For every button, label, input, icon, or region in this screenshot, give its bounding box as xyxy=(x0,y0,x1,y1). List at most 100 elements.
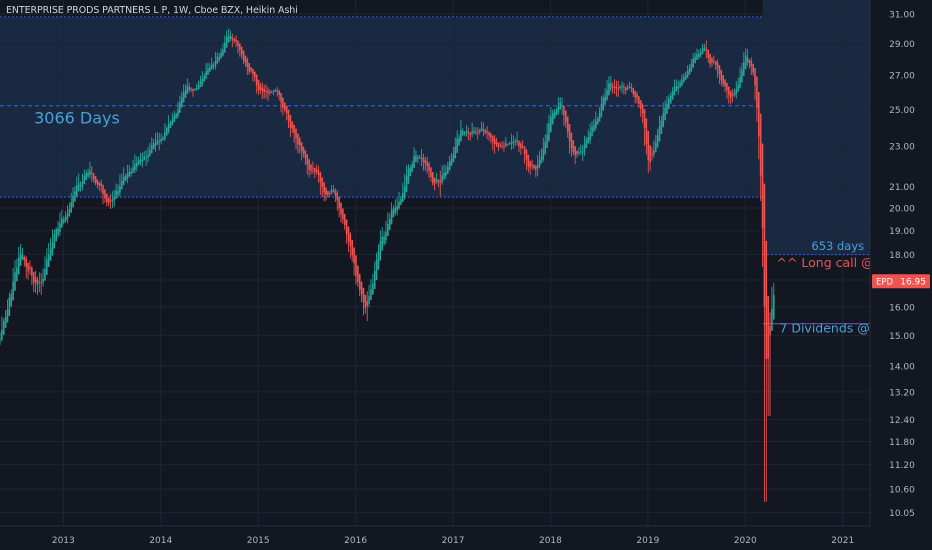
candle xyxy=(437,179,440,188)
candle xyxy=(467,127,470,141)
candle xyxy=(542,137,545,162)
candle xyxy=(203,73,206,82)
candle xyxy=(229,30,232,42)
candle xyxy=(313,167,316,178)
candle xyxy=(664,100,666,121)
candle-body xyxy=(278,90,280,95)
candle-body xyxy=(471,130,473,134)
candle-body xyxy=(679,82,681,88)
candle-body xyxy=(83,175,86,185)
candle xyxy=(510,133,513,150)
candle-body xyxy=(684,75,687,80)
candle-body xyxy=(358,273,361,290)
price-tick-label: 19.00 xyxy=(889,227,915,237)
candle xyxy=(246,57,249,76)
candle-body xyxy=(267,90,269,94)
candle xyxy=(488,131,490,141)
candle-body xyxy=(497,142,500,148)
candle-body xyxy=(319,172,322,183)
candle-body xyxy=(553,112,556,119)
candle-body xyxy=(373,271,376,289)
candle xyxy=(370,279,372,300)
candle xyxy=(598,107,601,122)
candle xyxy=(17,246,20,275)
candle-body xyxy=(375,259,378,280)
candle-body xyxy=(482,129,485,131)
candle-body xyxy=(96,179,99,185)
candle xyxy=(550,107,552,133)
candle xyxy=(606,80,608,101)
candle xyxy=(345,219,348,244)
candle xyxy=(293,124,295,143)
candle-body xyxy=(345,219,348,235)
candle xyxy=(551,109,554,125)
candle-body xyxy=(87,172,89,177)
price-tick-label: 10.60 xyxy=(889,486,915,496)
candle xyxy=(527,154,530,173)
candle xyxy=(302,146,305,158)
candle xyxy=(435,172,438,184)
candle xyxy=(686,65,689,79)
candle-body xyxy=(703,47,706,52)
candle-body xyxy=(132,167,134,173)
candle xyxy=(684,71,687,81)
candle-body xyxy=(398,201,400,209)
candle xyxy=(722,75,724,88)
chart-legend[interactable]: ENTERPRISE PRODS PARTNERS L P, 1W, Cboe … xyxy=(6,5,298,16)
candle-body xyxy=(4,316,7,328)
candle-body xyxy=(91,172,93,174)
candle-body xyxy=(180,97,183,108)
candle-body xyxy=(57,228,59,236)
candle-body xyxy=(104,189,106,198)
candle xyxy=(113,189,116,207)
candle xyxy=(250,67,252,73)
candle xyxy=(400,195,402,205)
candle xyxy=(411,160,413,172)
candle-body xyxy=(456,138,458,153)
candle-body xyxy=(767,295,769,359)
candle xyxy=(726,82,728,99)
candle xyxy=(698,49,700,60)
candle xyxy=(495,137,498,148)
candle-body xyxy=(643,109,646,129)
candle-body xyxy=(6,309,9,323)
candle-body xyxy=(417,158,419,160)
candle xyxy=(265,84,267,99)
candle xyxy=(139,152,142,166)
candle-body xyxy=(115,190,117,199)
candle-body xyxy=(184,90,187,98)
candle xyxy=(636,91,638,104)
candle-body xyxy=(512,141,515,144)
price-tick-label: 14.00 xyxy=(889,362,915,372)
candle xyxy=(634,90,636,104)
candle xyxy=(149,143,151,157)
candle-body xyxy=(415,154,417,163)
candle xyxy=(27,262,29,280)
candle xyxy=(231,33,234,48)
candle xyxy=(433,177,436,191)
candle-body xyxy=(72,195,74,208)
annotation-label: ^^ Long call @18 xyxy=(776,255,889,270)
candle xyxy=(409,164,412,177)
candle-body xyxy=(210,64,213,70)
candle xyxy=(383,231,385,247)
candle-body xyxy=(501,145,503,147)
candle xyxy=(102,184,104,205)
candle xyxy=(771,286,773,331)
candle xyxy=(252,68,254,82)
candle xyxy=(460,120,462,142)
candle-body xyxy=(476,131,479,133)
candle-body xyxy=(724,79,726,86)
candle-body xyxy=(107,197,110,204)
candle-body xyxy=(70,202,72,213)
candle xyxy=(666,95,668,114)
candle xyxy=(568,123,571,154)
candle xyxy=(441,165,443,185)
candle-body xyxy=(212,65,215,67)
candle xyxy=(8,292,11,316)
candle-body xyxy=(44,269,46,281)
candle xyxy=(443,164,445,181)
candle xyxy=(360,281,363,303)
candle xyxy=(742,52,745,77)
